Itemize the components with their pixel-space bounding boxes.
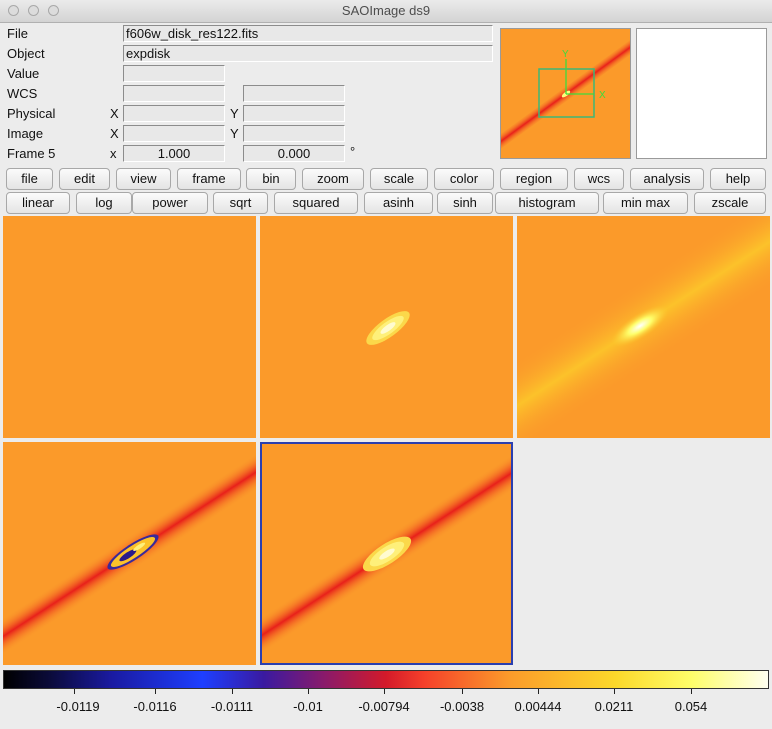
angle-field: 0.000 [243, 145, 345, 162]
file-button[interactable]: file [6, 168, 53, 190]
colorbar-tick-label: 0.00444 [514, 699, 562, 714]
colorbar-tick [308, 689, 309, 694]
analysis-button[interactable]: analysis [630, 168, 704, 190]
file-field: f606w_disk_res122.fits [123, 25, 493, 42]
colorbar-tick [384, 689, 385, 694]
frame-1[interactable] [3, 216, 256, 438]
scale-button[interactable]: scale [370, 168, 428, 190]
image-x-label: X [110, 126, 119, 141]
view-button[interactable]: view [116, 168, 171, 190]
histogram-scale-button[interactable]: histogram [495, 192, 599, 214]
colorbar-tick-label: -0.00794 [358, 699, 410, 714]
colorbar-tick [614, 689, 615, 694]
zoom-field: 1.000 [123, 145, 225, 162]
panner[interactable]: X Y [500, 28, 631, 159]
colorbar-tick-label: 0.0211 [594, 699, 634, 714]
colorbar-tick-label: -0.01 [293, 699, 323, 714]
scale-button-bar: linear log power sqrt squared asinh sinh… [0, 192, 772, 216]
sinh-scale-button[interactable]: sinh [437, 192, 493, 214]
frame-button[interactable]: frame [177, 168, 241, 190]
zoom-button[interactable]: zoom [302, 168, 364, 190]
degree-symbol: ° [350, 144, 356, 159]
wcs-button[interactable]: wcs [574, 168, 624, 190]
minimize-window-button[interactable] [28, 5, 39, 16]
frame-5-current[interactable] [260, 442, 513, 665]
wcs-field-1 [123, 85, 225, 102]
physical-y-label: Y [230, 106, 239, 121]
power-scale-button[interactable]: power [132, 192, 208, 214]
squared-scale-button[interactable]: squared [274, 192, 358, 214]
bin-button[interactable]: bin [246, 168, 296, 190]
colorbar-tick [155, 689, 156, 694]
asinh-scale-button[interactable]: asinh [364, 192, 433, 214]
frame-3[interactable] [517, 216, 770, 438]
object-label: Object [7, 46, 45, 61]
wcs-field-2 [243, 85, 345, 102]
sqrt-scale-button[interactable]: sqrt [213, 192, 268, 214]
physical-x-field [123, 105, 225, 122]
colorbar-tick-label: -0.0116 [133, 699, 177, 714]
colorbar-tick-label: 0.054 [674, 699, 708, 714]
colorbar-tick [691, 689, 692, 694]
region-button[interactable]: region [500, 168, 568, 190]
physical-y-field [243, 105, 345, 122]
file-label: File [7, 26, 28, 41]
image-label: Image [7, 126, 44, 141]
log-scale-button[interactable]: log [76, 192, 132, 214]
colorbar-tick-label: -0.0119 [56, 699, 100, 714]
value-label: Value [7, 66, 40, 81]
zscale-button[interactable]: zscale [694, 192, 766, 214]
frame-4[interactable] [3, 442, 256, 665]
colorbar-tick [538, 689, 539, 694]
object-field: expdisk [123, 45, 493, 62]
edit-button[interactable]: edit [59, 168, 110, 190]
value-field [123, 65, 225, 82]
minmax-button[interactable]: min max [603, 192, 688, 214]
colorbar-tick [74, 689, 75, 694]
image-y-field [243, 125, 345, 142]
zoom-x-label: x [110, 146, 117, 161]
physical-label: Physical [7, 106, 56, 121]
window-titlebar: SAOImage ds9 [0, 0, 772, 23]
panner-thumbnail: X Y [501, 29, 630, 158]
panner-axis-y-label: Y [562, 49, 569, 60]
image-y-label: Y [230, 126, 239, 141]
window-title: SAOImage ds9 [341, 3, 431, 18]
colorbar[interactable] [3, 670, 769, 689]
frame-2[interactable] [260, 216, 513, 438]
help-button[interactable]: help [710, 168, 766, 190]
panner-axis-x-label: X [599, 90, 606, 101]
frame-label: Frame 5 [7, 146, 56, 161]
colorbar-tick-label: -0.0111 [210, 699, 254, 714]
color-button[interactable]: color [434, 168, 494, 190]
colorbar-tick [462, 689, 463, 694]
zoom-window-button[interactable] [48, 5, 59, 16]
colorbar-tick [232, 689, 233, 694]
magnifier [636, 28, 767, 159]
colorbar-tick-label: -0.0038 [439, 699, 485, 714]
close-window-button[interactable] [8, 5, 19, 16]
menu-button-bar: file edit view frame bin zoom scale colo… [0, 168, 772, 192]
image-x-field [123, 125, 225, 142]
linear-scale-button[interactable]: linear [6, 192, 70, 214]
wcs-label: WCS [7, 86, 38, 101]
physical-x-label: X [110, 106, 119, 121]
